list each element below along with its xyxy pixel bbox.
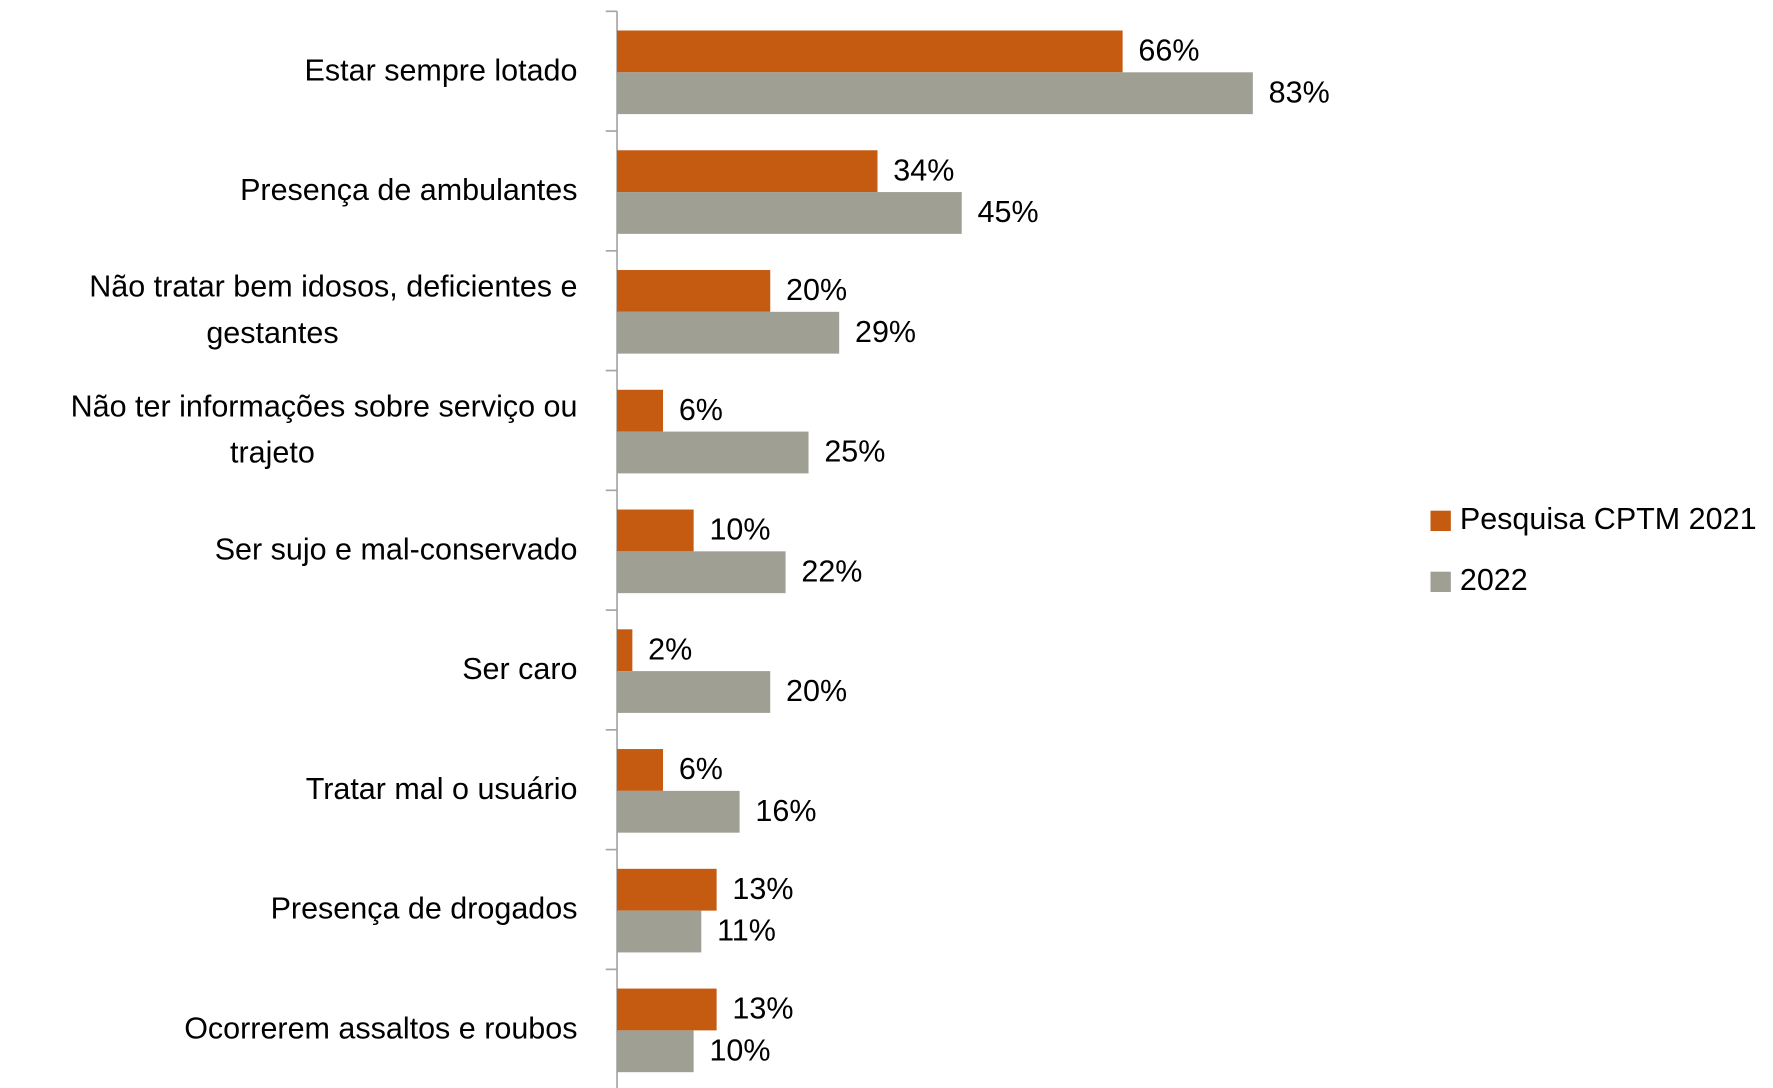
data-label: 16%: [755, 794, 816, 828]
legend-label: Pesquisa CPTM 2021: [1460, 502, 1757, 536]
category-label: Tratar mal o usuário: [306, 772, 578, 806]
bar: [617, 551, 786, 594]
bar: [617, 868, 717, 911]
category-label: Presença de ambulantes: [240, 173, 577, 207]
category-label: Estar sempre lotado: [305, 53, 578, 87]
bar: [617, 192, 962, 234]
data-label: 13%: [732, 992, 793, 1026]
bar: [617, 629, 633, 672]
legend-label: 2022: [1460, 563, 1528, 597]
bar: [617, 389, 664, 432]
bar: [617, 30, 1123, 73]
data-label: 6%: [679, 393, 723, 427]
legend-swatch: [1430, 571, 1451, 593]
category-label: Presença de drogados: [271, 892, 578, 926]
data-label: 6%: [679, 752, 723, 786]
data-label: 25%: [824, 435, 885, 469]
bar: [617, 910, 702, 953]
category-label: Ser caro: [462, 652, 577, 686]
category-label: Ser sujo e mal-conservado: [215, 532, 578, 566]
category-label: Ocorrerem assaltos e roubos: [184, 1011, 577, 1045]
data-label: 66%: [1138, 34, 1199, 68]
data-label: 83%: [1269, 75, 1330, 109]
legend-swatch: [1430, 510, 1451, 532]
data-label: 20%: [786, 674, 847, 708]
data-label: 11%: [717, 914, 776, 948]
bar: [617, 988, 717, 1031]
bar: [617, 270, 771, 312]
data-label: 45%: [978, 195, 1039, 229]
data-label: 34%: [893, 153, 954, 187]
data-label: 29%: [855, 315, 916, 349]
bar: [617, 749, 664, 791]
category-label: Não tratar bem idosos, deficientes e gest…: [89, 270, 577, 350]
data-label: 20%: [786, 273, 847, 307]
bar: [617, 150, 878, 193]
bar: [617, 72, 1253, 115]
data-label: 10%: [709, 513, 770, 547]
data-label: 2%: [648, 632, 692, 666]
bar: [617, 509, 694, 552]
bar: [617, 431, 809, 474]
category-label: Não ter informações sobre serviço ou traj…: [71, 389, 578, 469]
bar: [617, 1030, 694, 1073]
bar: [617, 671, 771, 713]
data-label: 10%: [709, 1033, 770, 1067]
bar: [617, 790, 740, 833]
data-label: 22%: [801, 554, 862, 588]
data-label: 13%: [732, 872, 793, 906]
bar: [617, 311, 840, 354]
